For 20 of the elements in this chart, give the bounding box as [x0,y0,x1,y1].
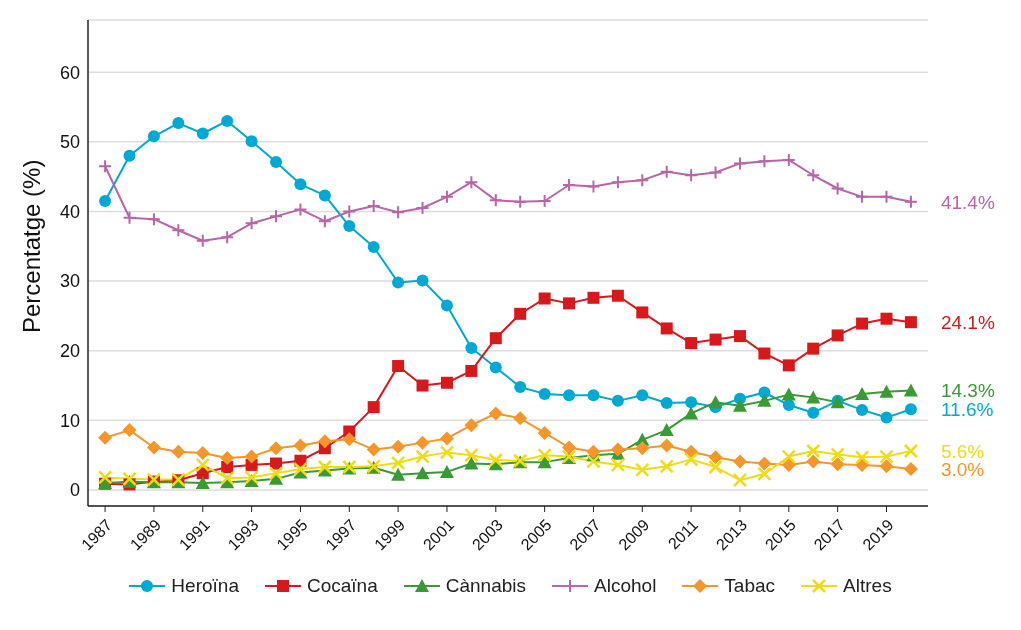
legend-label: Alcohol [594,575,657,597]
legend-label: Tabac [724,575,776,597]
legend-label: Altres [843,575,892,597]
legend-label: Cocaïna [306,575,378,597]
data-label: 5.6% [940,440,985,462]
data-label: 3.0% [940,459,985,481]
data-label: 24.1% [940,312,995,334]
data-label: 14.3% [940,380,995,402]
legend-label: Cànnabis [445,575,527,597]
y-tick-label: 60 [59,62,80,83]
y-tick-label: 40 [59,201,80,222]
y-tick-label: 30 [59,271,80,292]
y-tick-label: 0 [69,480,80,501]
y-tick-label: 50 [59,132,80,153]
y-tick-label: 20 [59,341,80,362]
y-axis-title: Percentatge (%) [17,159,45,333]
y-tick-label: 10 [59,410,80,431]
data-label: 41.4% [940,191,995,213]
data-label: 11.6% [940,399,994,421]
legend-label: Heroïna [171,575,239,597]
